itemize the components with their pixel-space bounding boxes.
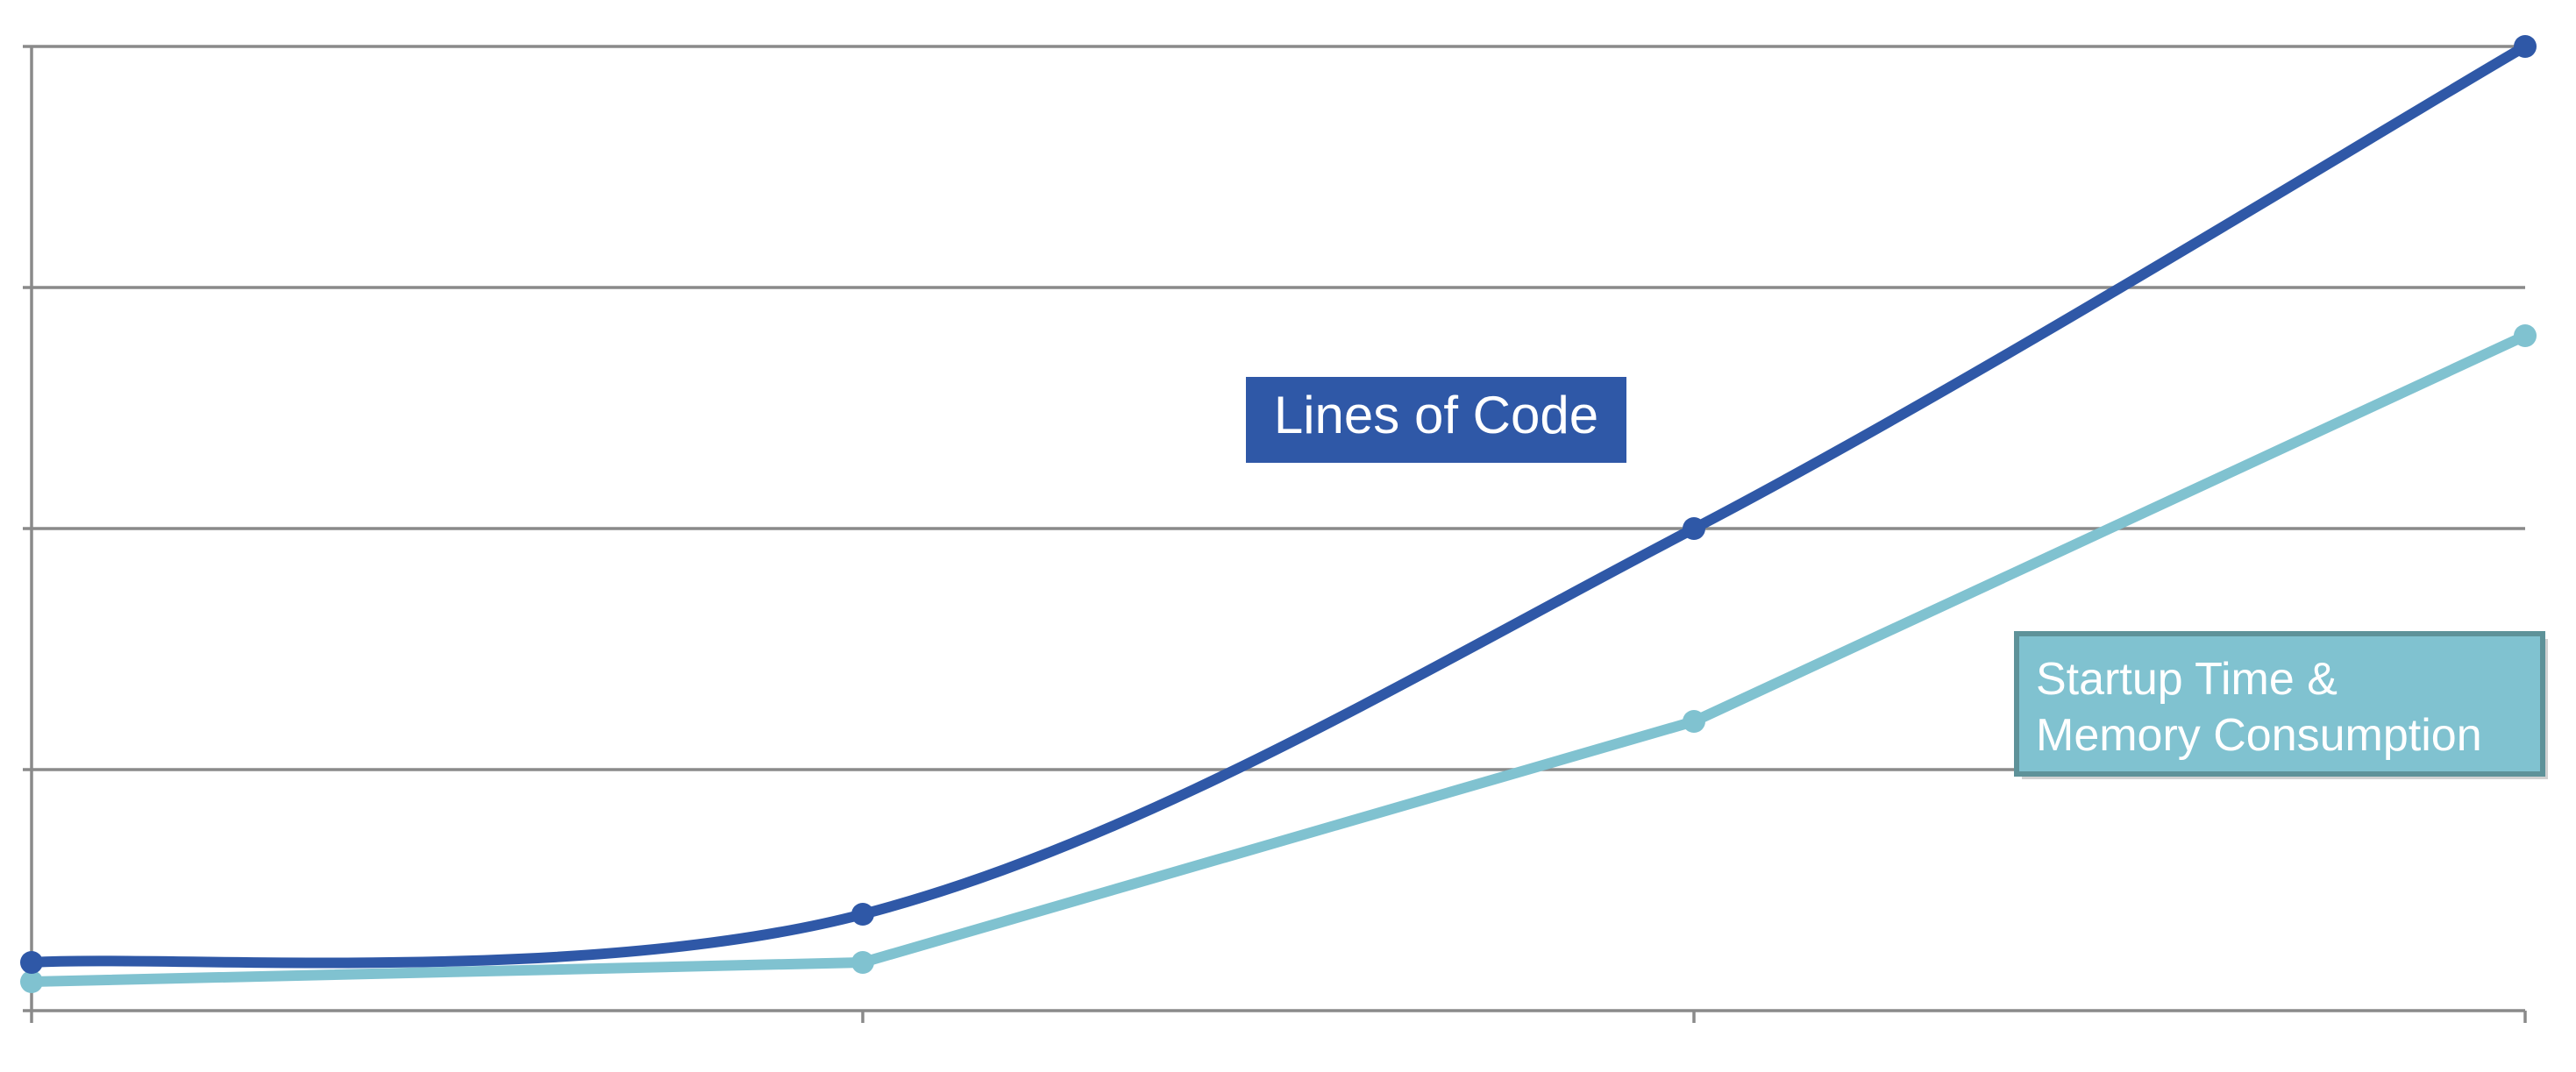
series-line-lines-of-code <box>26 41 2530 969</box>
startup-memory-label-line: Startup Time & <box>2036 654 2338 705</box>
lines-of-code-label: Lines of Code <box>1246 377 1626 463</box>
data-point-lines-of-code <box>1683 517 1705 540</box>
lines-of-code-label-box <box>1246 377 1626 463</box>
startup-memory-label-box <box>2014 631 2545 777</box>
data-point-startup-time-memory-consumption <box>20 970 43 993</box>
data-point-startup-time-memory-consumption <box>2514 324 2537 347</box>
data-point-startup-time-memory-consumption <box>851 951 874 974</box>
axis-layer <box>23 45 2527 1023</box>
data-point-lines-of-code <box>20 951 43 974</box>
data-point-startup-time-memory-consumption <box>1683 710 1705 733</box>
startup-memory-label-line: Memory Consumption <box>2036 710 2482 761</box>
lines-of-code-label-text: Lines of Code <box>1274 386 1598 444</box>
data-point-lines-of-code <box>2514 35 2537 58</box>
series-line-startup-time-memory-consumption <box>26 330 2530 987</box>
data-point-lines-of-code <box>851 903 874 926</box>
label-layer: Lines of Code Startup Time &Memory Consum… <box>1246 377 2548 779</box>
series-layer <box>20 35 2537 993</box>
startup-memory-label: Startup Time &Memory Consumption <box>2014 631 2548 779</box>
